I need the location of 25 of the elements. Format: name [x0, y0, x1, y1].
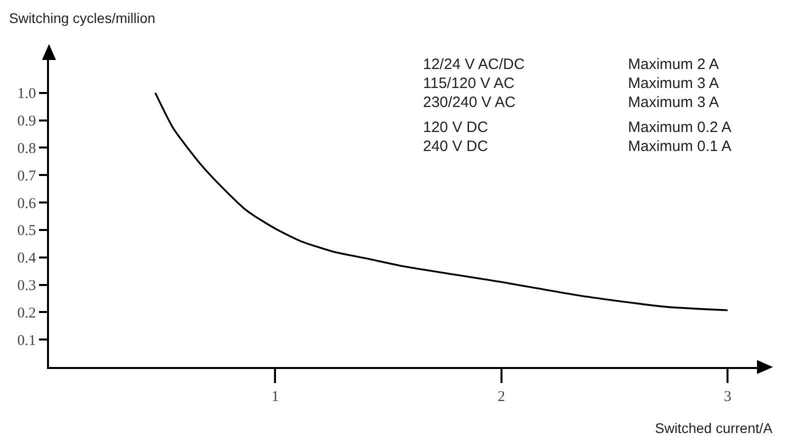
annotation: 230/240 V AC	[423, 94, 516, 111]
y-tick-label: 0.5	[17, 223, 36, 240]
x-axis-title: Switched current/A	[655, 420, 774, 436]
y-tick-label: 0.7	[17, 168, 36, 184]
y-axis-title: Switching cycles/million	[9, 10, 156, 26]
y-tick-label: 0.9	[17, 114, 36, 130]
y-tick-label: 0.4	[17, 250, 36, 267]
y-tick-label: 0.2	[17, 305, 36, 322]
annotation: Maximum 2 A	[628, 56, 719, 73]
annotation: Maximum 0.2 A	[628, 119, 732, 136]
x-tick-label: 1	[271, 389, 279, 405]
annotation: Maximum 0.1 A	[628, 138, 732, 155]
annotation: Maximum 3 A	[628, 94, 719, 111]
x-tick-label: 3	[724, 389, 732, 405]
x-tick-label: 2	[498, 389, 506, 405]
annotation: 115/120 V AC	[423, 75, 515, 92]
annotation: 120 V DC	[423, 119, 488, 136]
y-tick-label: 0.1	[17, 332, 36, 349]
y-tick-label: 0.3	[17, 278, 36, 294]
annotation: Maximum 3 A	[628, 75, 719, 92]
annotation: 12/24 V AC/DC	[423, 56, 525, 73]
annotation: 240 V DC	[423, 138, 488, 155]
y-tick-label: 0.8	[17, 140, 36, 157]
y-tick-label: 1.0	[17, 86, 36, 102]
y-tick-label: 0.6	[17, 196, 36, 212]
